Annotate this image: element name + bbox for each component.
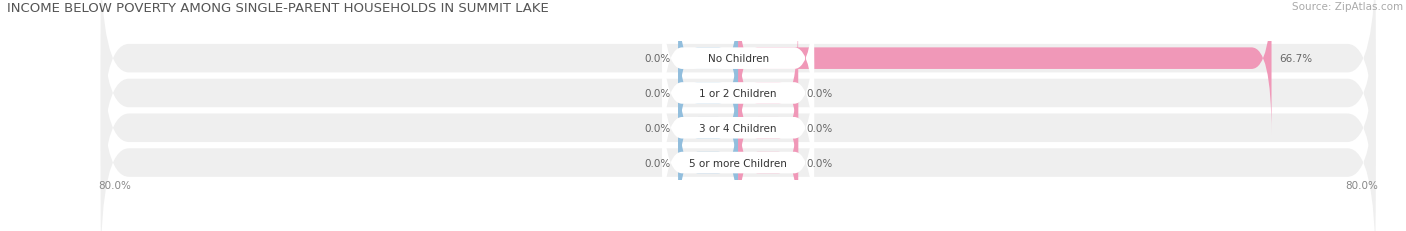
FancyBboxPatch shape bbox=[662, 52, 814, 204]
Text: INCOME BELOW POVERTY AMONG SINGLE-PARENT HOUSEHOLDS IN SUMMIT LAKE: INCOME BELOW POVERTY AMONG SINGLE-PARENT… bbox=[7, 2, 548, 15]
Text: 5 or more Children: 5 or more Children bbox=[689, 158, 787, 168]
FancyBboxPatch shape bbox=[101, 56, 1375, 231]
FancyBboxPatch shape bbox=[662, 87, 814, 231]
FancyBboxPatch shape bbox=[738, 52, 799, 204]
FancyBboxPatch shape bbox=[678, 0, 738, 135]
FancyBboxPatch shape bbox=[738, 0, 1271, 135]
FancyBboxPatch shape bbox=[678, 52, 738, 204]
FancyBboxPatch shape bbox=[101, 21, 1375, 231]
FancyBboxPatch shape bbox=[662, 18, 814, 170]
FancyBboxPatch shape bbox=[101, 0, 1375, 201]
Text: 66.7%: 66.7% bbox=[1279, 54, 1313, 64]
Text: 3 or 4 Children: 3 or 4 Children bbox=[699, 123, 778, 133]
FancyBboxPatch shape bbox=[678, 18, 738, 170]
FancyBboxPatch shape bbox=[738, 18, 799, 170]
Text: No Children: No Children bbox=[707, 54, 769, 64]
Text: 0.0%: 0.0% bbox=[644, 123, 671, 133]
FancyBboxPatch shape bbox=[738, 87, 799, 231]
Text: 80.0%: 80.0% bbox=[1346, 180, 1378, 190]
FancyBboxPatch shape bbox=[662, 0, 814, 135]
Text: 0.0%: 0.0% bbox=[806, 158, 832, 168]
Text: 0.0%: 0.0% bbox=[644, 88, 671, 99]
Text: 0.0%: 0.0% bbox=[806, 88, 832, 99]
FancyBboxPatch shape bbox=[101, 0, 1375, 166]
Text: Source: ZipAtlas.com: Source: ZipAtlas.com bbox=[1292, 2, 1403, 12]
Text: 80.0%: 80.0% bbox=[98, 180, 131, 190]
Text: 0.0%: 0.0% bbox=[644, 158, 671, 168]
Text: 1 or 2 Children: 1 or 2 Children bbox=[699, 88, 778, 99]
FancyBboxPatch shape bbox=[678, 87, 738, 231]
Text: 0.0%: 0.0% bbox=[806, 123, 832, 133]
Text: 0.0%: 0.0% bbox=[644, 54, 671, 64]
Legend: Single Father, Single Mother: Single Father, Single Mother bbox=[638, 228, 838, 231]
